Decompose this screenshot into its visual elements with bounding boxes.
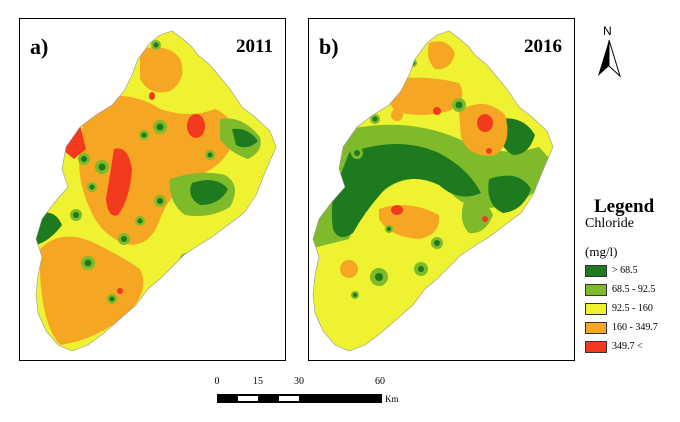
scale-tick-30: 30 <box>294 376 304 387</box>
legend-swatch <box>585 321 607 334</box>
legend-title: Legend <box>594 196 655 217</box>
scale-unit: Km <box>385 394 399 404</box>
legend-item: 160 - 349.7 <box>585 319 677 336</box>
legend: Legend Chloride (mg/l) > 68.5 68.5 - 92.… <box>585 196 677 355</box>
panel-label-b: b) <box>319 34 339 59</box>
legend-item: > 68.5 <box>585 262 677 279</box>
legend-swatch <box>585 283 607 296</box>
legend-unit: (mg/l) <box>585 244 618 259</box>
map-panel-2016: b) 2016 <box>308 18 575 361</box>
legend-label: 160 - 349.7 <box>612 322 658 333</box>
legend-swatch <box>585 264 607 277</box>
panel-year-2011: 2011 <box>236 36 273 57</box>
legend-swatch <box>585 340 607 353</box>
legend-label: > 68.5 <box>612 265 638 276</box>
legend-item: 349.7 < <box>585 338 677 355</box>
legend-variable: Chloride <box>585 216 634 231</box>
scale-bar-graphic <box>217 394 382 403</box>
legend-label: 92.5 - 160 <box>612 303 653 314</box>
north-arrow-icon <box>598 39 622 78</box>
legend-label: 68.5 - 92.5 <box>612 284 656 295</box>
legend-item: 68.5 - 92.5 <box>585 281 677 298</box>
chloride-map-2011 <box>35 30 277 352</box>
panel-year-2016: 2016 <box>524 36 562 57</box>
north-arrow-label: N <box>603 24 612 38</box>
legend-item: 92.5 - 160 <box>585 300 677 317</box>
scale-tick-0: 0 <box>214 376 220 387</box>
legend-swatch <box>585 302 607 315</box>
scale-tick-60: 60 <box>375 376 385 387</box>
scale-bar: 0 15 30 60 Km <box>212 376 412 410</box>
panel-label-a: a) <box>30 34 49 59</box>
scale-tick-15: 15 <box>253 376 263 387</box>
chloride-map-2016 <box>312 30 554 352</box>
legend-label: 349.7 < <box>612 341 643 352</box>
map-panel-2011: a) 2011 <box>19 18 286 361</box>
